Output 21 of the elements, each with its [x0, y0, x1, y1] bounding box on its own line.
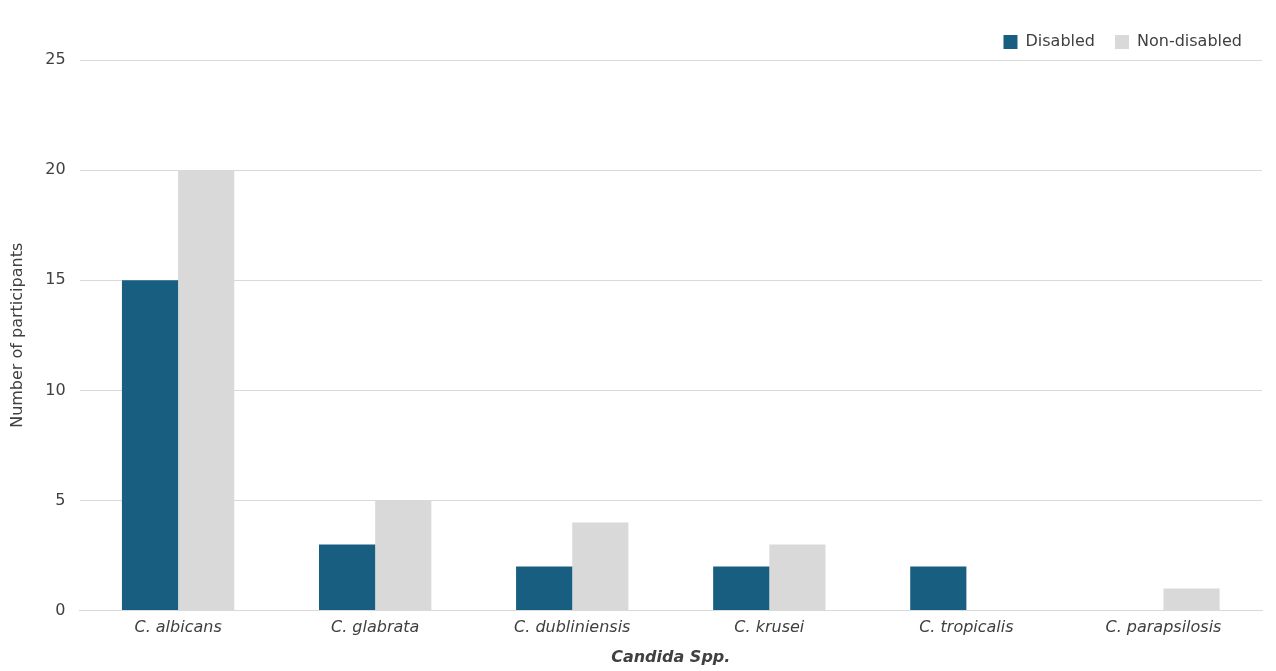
- x-tick-label: C. dubliniensis: [514, 617, 631, 637]
- bar: [910, 566, 967, 611]
- legend-label: Disabled: [1025, 31, 1095, 51]
- x-axis-title: Candida Spp.: [611, 646, 731, 666]
- x-tick-label: C. krusei: [734, 617, 805, 637]
- y-tick-label: 20: [45, 159, 66, 179]
- legend-label: Non-disabled: [1136, 31, 1242, 51]
- y-tick-label: 0: [55, 599, 66, 619]
- x-tick-label: C. parapsilosis: [1105, 617, 1222, 637]
- y-tick-label: 5: [55, 489, 66, 509]
- bar: [121, 280, 179, 611]
- y-tick-label: 10: [45, 379, 66, 399]
- bar: [713, 566, 770, 611]
- y-tick-label: 25: [45, 49, 66, 69]
- x-tick-label: C. albicans: [134, 617, 222, 637]
- x-tick-label: C. tropicalis: [919, 617, 1014, 637]
- y-tick-label: 15: [45, 269, 66, 289]
- y-axis-title: Number of participants: [6, 242, 26, 428]
- bar: [516, 566, 573, 611]
- bar: [319, 544, 376, 611]
- x-tick-label: C. glabrata: [330, 617, 420, 637]
